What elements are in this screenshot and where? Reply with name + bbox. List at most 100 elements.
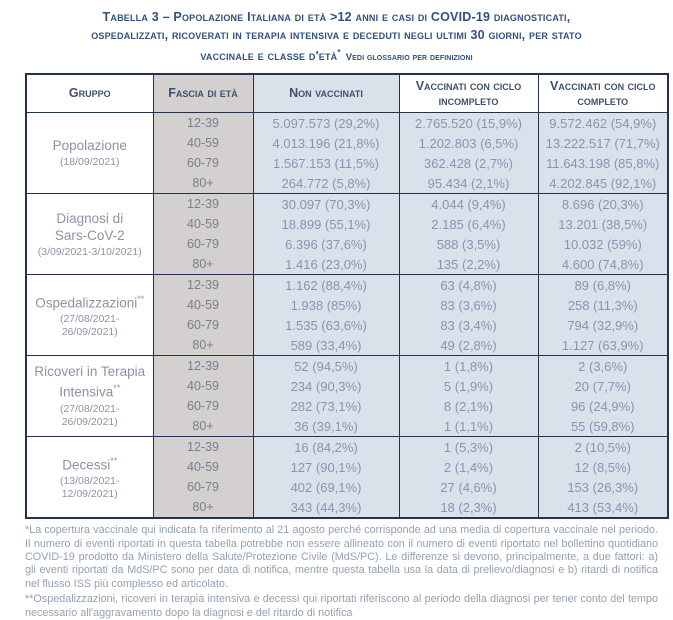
data-cell: 5 (1,9%) <box>398 376 539 397</box>
header-row: Gruppo Fascia di età Non vaccinati Vacci… <box>25 74 669 114</box>
data-cell: 83 (3,4%) <box>398 315 539 336</box>
group-date: 26/09/2021) <box>61 415 118 428</box>
title-text: Tabella 3 – Popolazione Italiana di età … <box>102 10 571 24</box>
data-cell: 234 (90,3%) <box>252 376 400 397</box>
column-header-gruppo: Gruppo <box>25 74 154 114</box>
table-row: 40-59 4.013.196 (21,8%) 1.202.803 (6,5%)… <box>26 133 669 154</box>
data-cell: 1 (1,1%) <box>398 416 539 437</box>
data-cell: 55 (59,8%) <box>537 416 669 437</box>
data-cell: 52 (94,5%) <box>252 355 400 377</box>
data-cell: 1 (5,3%) <box>398 436 539 458</box>
column-header-fascia-eta: Fascia di età <box>152 74 254 114</box>
data-cell: 1.535 (63,6%) <box>252 315 400 336</box>
age-band-cell: 60-79 <box>152 477 254 498</box>
age-band-cell: 40-59 <box>152 376 254 397</box>
table-row: 80+ 1.416 (23,0%) 135 (2,2%) 4.600 (74,8… <box>26 254 669 275</box>
data-cell: 1.202.803 (6,5%) <box>398 133 539 154</box>
data-cell: 36 (39,1%) <box>252 416 400 437</box>
data-cell: 13.201 (38,5%) <box>537 214 669 235</box>
data-cell: 96 (24,9%) <box>537 396 669 417</box>
data-cell: 413 (53,4%) <box>537 497 669 519</box>
data-cell: 4.044 (9,4%) <box>398 193 539 215</box>
data-cell: 5.097.573 (29,2%) <box>252 112 400 134</box>
title-line-1: Tabella 3 – Popolazione Italiana di età … <box>0 8 673 26</box>
glossary-note: Vedi glossario per definizioni <box>345 52 473 64</box>
age-band-cell: 80+ <box>152 254 254 275</box>
title-text: vaccinale e classe d'età <box>200 49 338 64</box>
age-band-cell: 12-39 <box>152 355 254 377</box>
title-line-2: ospedalizzati, ricoverati in terapia int… <box>0 26 673 44</box>
data-cell: 127 (90,1%) <box>252 457 400 478</box>
age-band-cell: 60-79 <box>152 234 254 255</box>
column-header-ciclo-incompleto: Vaccinati con ciclo incompleto <box>398 74 539 114</box>
age-band-cell: 80+ <box>152 173 254 194</box>
group-name: Decessi <box>62 457 111 473</box>
table-row: Decessi** (13/08/2021- 12/09/2021) 12-39 … <box>25 436 669 519</box>
data-cell: 1.938 (85%) <box>252 295 400 316</box>
data-cell: 13.222.517 (71,7%) <box>537 133 669 154</box>
data-cell: 63 (4,8%) <box>398 274 539 296</box>
data-cell: 362.428 (2,7%) <box>398 153 539 174</box>
age-band-cell: 60-79 <box>152 153 254 174</box>
group-date: (3/09/2021-3/10/2021) <box>37 245 142 258</box>
data-cell: 27 (4,6%) <box>398 477 539 498</box>
table-title: Tabella 3 – Popolazione Italiana di età … <box>0 0 673 67</box>
table-row: 40-59 1.938 (85%) 83 (3,6%) 258 (11,3%) <box>26 295 669 316</box>
data-cell: 4.202.845 (92,1%) <box>537 173 669 194</box>
data-cell: 794 (32,9%) <box>537 315 669 336</box>
group-date: 26/09/2021) <box>61 326 118 339</box>
data-cell: 2 (3,6%) <box>537 355 669 377</box>
table-row: 60-79 282 (73,1%) 8 (2,1%) 96 (24,9%) <box>26 396 669 417</box>
group-name: Intensiva <box>59 384 114 400</box>
group-name: Ricoveri in Terapia <box>34 364 146 380</box>
table-row: 80+ 264.772 (5,8%) 95.434 (2,1%) 4.202.8… <box>26 173 669 194</box>
table-row: 40-59 18.899 (55,1%) 2.185 (6,4%) 13.201… <box>26 214 669 235</box>
age-band-cell: 40-59 <box>152 457 254 478</box>
data-cell: 1.567.153 (11,5%) <box>252 153 400 174</box>
data-cell: 49 (2,8%) <box>398 335 539 356</box>
column-header-ciclo-completo: Vaccinati con ciclo completo <box>537 74 669 114</box>
group-footnote-marker: ** <box>110 455 118 466</box>
data-cell: 589 (33,4%) <box>252 335 400 356</box>
data-cell: 135 (2,2%) <box>398 254 539 275</box>
group-footnote-marker: ** <box>137 293 145 304</box>
data-cell: 18.899 (55,1%) <box>252 214 400 235</box>
group-label-diagnosi: Diagnosi di Sars-CoV-2 (3/09/2021-3/10/2… <box>25 193 154 275</box>
age-band-cell: 12-39 <box>152 436 254 458</box>
table-row: 80+ 589 (33,4%) 49 (2,8%) 1.127 (63,9%) <box>26 335 669 356</box>
group-footnote-marker: ** <box>113 383 121 394</box>
group-name: Diagnosi di <box>56 210 124 226</box>
age-band-cell: 60-79 <box>152 396 254 417</box>
table-row: 60-79 6.396 (37,6%) 588 (3,5%) 10.032 (5… <box>26 234 669 255</box>
data-cell: 8.696 (20,3%) <box>537 193 669 215</box>
title-text: ospedalizzati, ricoverati in terapia int… <box>91 28 582 42</box>
table-row: 60-79 402 (69,1%) 27 (4,6%) 153 (26,3%) <box>26 477 669 498</box>
data-cell: 10.032 (59%) <box>537 234 669 255</box>
title-line-3: vaccinale e classe d'età* Vedi glossario … <box>0 44 673 67</box>
age-band-cell: 40-59 <box>152 133 254 154</box>
footnote-1: *La copertura vaccinale qui indicata fa … <box>25 524 658 590</box>
data-cell: 1.416 (23,0%) <box>252 254 400 275</box>
data-cell: 264.772 (5,8%) <box>252 173 400 194</box>
data-cell: 16 (84,2%) <box>252 436 400 458</box>
group-date: (13/08/2021- <box>59 475 120 488</box>
age-band-cell: 12-39 <box>152 274 254 296</box>
covid-vaccination-table: Gruppo Fascia di età Non vaccinati Vacci… <box>25 73 669 520</box>
data-cell: 18 (2,3%) <box>398 497 539 519</box>
group-label-ospedalizzazioni: Ospedalizzazioni** (27/08/2021- 26/09/202… <box>25 274 154 356</box>
table-row: 40-59 127 (90,1%) 2 (1,4%) 12 (8,5%) <box>26 457 669 478</box>
group-label-terapia-intensiva: Ricoveri in Terapia Intensiva** (27/08/2… <box>25 355 154 437</box>
age-band-cell: 12-39 <box>152 112 254 134</box>
data-cell: 20 (7,7%) <box>537 376 669 397</box>
table-row: Ricoveri in Terapia Intensiva** (27/08/2… <box>25 355 669 437</box>
table-row: Ospedalizzazioni** (27/08/2021- 26/09/202… <box>25 274 669 356</box>
data-cell: 1 (1,8%) <box>398 355 539 377</box>
data-cell: 4.013.196 (21,8%) <box>252 133 400 154</box>
column-header-non-vaccinati: Non vaccinati <box>252 74 400 114</box>
data-cell: 83 (3,6%) <box>398 295 539 316</box>
data-cell: 6.396 (37,6%) <box>252 234 400 255</box>
table-row: 80+ 343 (44,3%) 18 (2,3%) 413 (53,4%) <box>26 497 669 519</box>
data-cell: 588 (3,5%) <box>398 234 539 255</box>
group-name: Ospedalizzazioni <box>35 295 138 311</box>
table-row: 60-79 1.567.153 (11,5%) 362.428 (2,7%) 1… <box>26 153 669 174</box>
